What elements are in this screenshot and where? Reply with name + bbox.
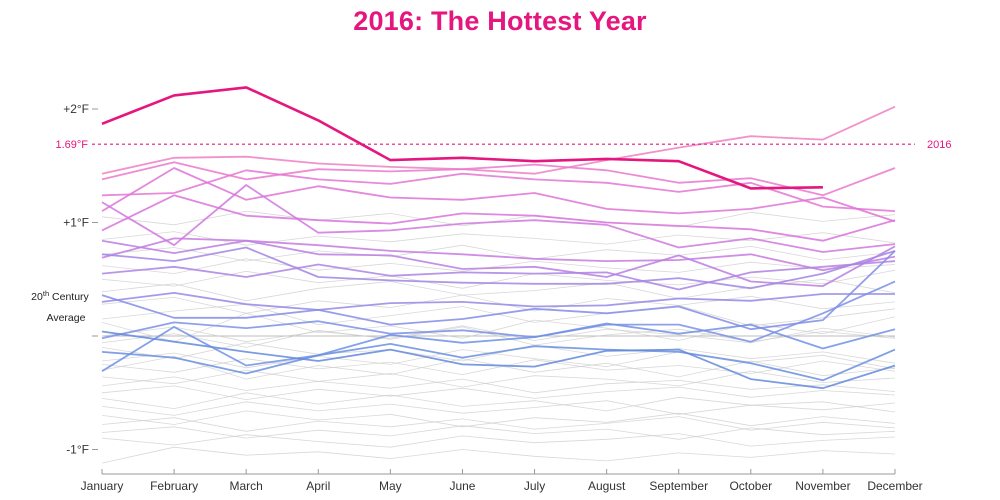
background-series-line <box>101 416 896 432</box>
background-series-line <box>101 269 896 289</box>
recent-series-layer <box>101 105 896 390</box>
x-tick-label: March <box>230 479 263 493</box>
background-series-line <box>101 349 896 370</box>
recent-series-line <box>101 250 896 331</box>
y-tick-label: +1°F <box>63 216 89 230</box>
recent-series-line <box>101 184 896 253</box>
reference-line-label: 1.69°F <box>55 139 88 151</box>
recent-series-line <box>101 330 896 390</box>
axes-layer: +2°F +1°F -1°F 20th Century Average January Fe… <box>31 102 923 493</box>
background-series-line <box>101 342 896 364</box>
background-series-line <box>101 376 896 394</box>
background-series-line <box>101 385 896 401</box>
background-series-line <box>101 258 896 275</box>
background-series-line <box>101 369 896 388</box>
background-series-line <box>101 358 896 376</box>
recent-series-line <box>101 322 896 372</box>
background-series-line <box>101 392 896 413</box>
recent-series-line <box>101 161 896 197</box>
recent-series-line <box>101 169 896 212</box>
chart-title: 2016: The Hottest Year <box>353 6 647 36</box>
recent-series-line <box>101 194 896 242</box>
x-tick-label: July <box>524 479 545 493</box>
x-tick-label: January <box>81 479 124 493</box>
x-tick-label: October <box>729 479 772 493</box>
x-tick-label: December <box>867 479 922 493</box>
x-tick-label: August <box>588 479 626 493</box>
background-series-line <box>101 446 896 464</box>
recent-series-line <box>101 260 896 291</box>
background-series-line <box>101 210 896 228</box>
recent-series-line <box>101 239 896 287</box>
highlight-series-line <box>101 86 823 190</box>
y-tick-label: +2°F <box>63 102 89 116</box>
baseline-label-line2: Average <box>47 312 86 324</box>
background-series-line <box>101 410 896 428</box>
background-series-line <box>101 425 896 440</box>
annotation-layer: 1.69°F 2016 <box>55 139 951 151</box>
background-series-line <box>101 326 896 348</box>
background-series-line <box>101 294 896 314</box>
x-tick-label: June <box>449 479 475 493</box>
background-series-line <box>101 244 896 262</box>
recent-series-line <box>101 237 896 272</box>
highlight-series-label: 2016 <box>927 139 951 151</box>
recent-series-line <box>101 292 895 311</box>
background-series-layer <box>101 210 896 464</box>
x-tick-label: November <box>795 479 850 493</box>
x-tick-label: May <box>379 479 402 493</box>
x-tick-label: February <box>150 479 198 493</box>
baseline-label-line1: 20th Century <box>31 289 89 303</box>
recent-series-line <box>101 105 896 175</box>
recent-series-line <box>101 280 896 343</box>
highlight-series-layer <box>101 86 823 190</box>
recent-series-line <box>101 246 896 290</box>
y-tick-label: -1°F <box>66 443 89 457</box>
x-tick-label: September <box>649 479 708 493</box>
x-tick-label: April <box>306 479 330 493</box>
recent-series-line <box>101 343 896 382</box>
background-series-line <box>101 433 896 448</box>
background-series-line <box>101 400 896 416</box>
